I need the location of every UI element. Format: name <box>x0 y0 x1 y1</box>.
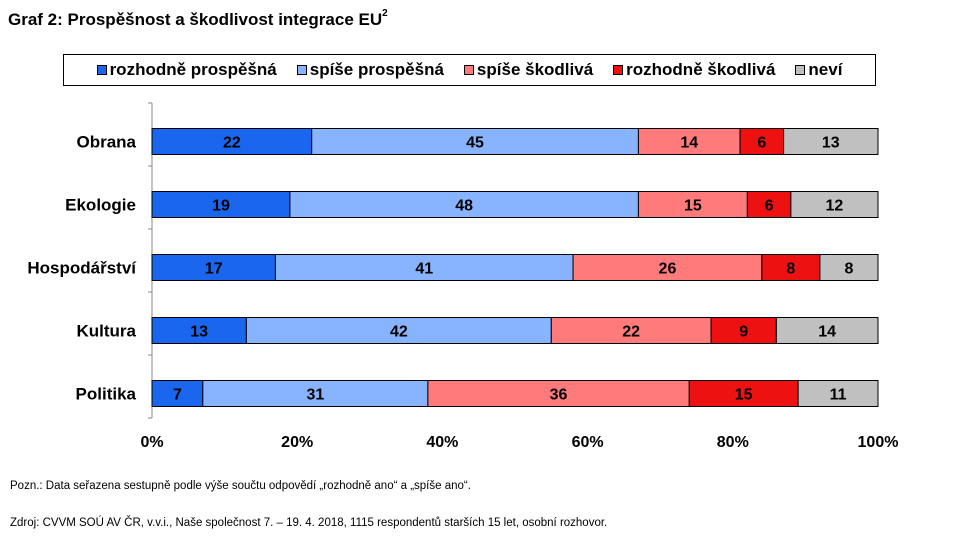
data-label: 9 <box>739 324 748 341</box>
legend-label: spíše prospěšná <box>309 60 444 79</box>
data-label: 42 <box>390 324 408 341</box>
x-tick-label: 100% <box>858 434 899 451</box>
data-label: 12 <box>826 198 844 215</box>
data-label: 36 <box>550 387 568 404</box>
bar-segment <box>783 128 879 155</box>
chart-title: Graf 2: Prospěšnost a škodlivost integra… <box>8 8 388 29</box>
data-label: 13 <box>190 324 208 341</box>
legend-swatch <box>96 65 107 75</box>
data-label: 15 <box>684 198 702 215</box>
legend-swatch <box>296 65 307 75</box>
bar-segment <box>427 380 690 407</box>
bar-segment <box>688 380 799 407</box>
bar-segment <box>710 317 777 344</box>
category-label: Politika <box>76 385 137 404</box>
bar-segment <box>151 317 247 344</box>
bar-segment <box>761 254 821 281</box>
bar-segment <box>151 128 313 155</box>
bar-segment <box>775 317 879 344</box>
data-label: 26 <box>659 261 677 278</box>
data-label: 22 <box>223 135 241 152</box>
data-label: 41 <box>415 261 433 278</box>
chart-note: Pozn.: Data seřazena sestupně podle výše… <box>10 480 471 492</box>
category-label: Kultura <box>77 322 137 341</box>
legend-swatch <box>613 65 624 75</box>
legend-label: spíše škodlivá <box>476 60 594 79</box>
data-label: 8 <box>786 261 795 278</box>
title-superscript: 2 <box>382 8 388 19</box>
data-label: 45 <box>466 135 484 152</box>
bar-segment <box>790 191 879 218</box>
data-label: 17 <box>205 261 223 278</box>
data-label: 13 <box>822 135 840 152</box>
x-tick-label: 60% <box>572 434 604 451</box>
bar-segment <box>637 128 741 155</box>
chart-source: Zdroj: CVVM SOÚ AV ČR, v.v.i., Naše spol… <box>10 517 608 529</box>
legend-item: spíše prospěšná <box>296 60 444 80</box>
data-label: 11 <box>830 387 847 404</box>
data-label: 8 <box>845 261 854 278</box>
x-tick-label: 0% <box>140 434 163 451</box>
bar-segment <box>311 128 639 155</box>
legend-label: neví <box>808 60 843 79</box>
data-label: 22 <box>622 324 640 341</box>
legend-item: spíše škodlivá <box>463 60 594 80</box>
data-label: 48 <box>455 198 473 215</box>
data-label: 31 <box>306 387 324 404</box>
legend-swatch <box>463 65 474 75</box>
data-label: 6 <box>765 198 774 215</box>
legend-label: rozhodně prospěšná <box>109 60 277 79</box>
legend-item: rozhodně prospěšná <box>96 60 277 80</box>
data-label: 14 <box>680 135 698 152</box>
bar-segment <box>151 191 291 218</box>
legend-item: rozhodně škodlivá <box>613 60 775 80</box>
data-label: 15 <box>735 387 753 404</box>
x-tick-label: 80% <box>717 434 749 451</box>
bar-segment <box>746 191 792 218</box>
bar-segment <box>151 380 204 407</box>
category-label: Ekologie <box>65 196 136 215</box>
data-label: 6 <box>757 135 766 152</box>
category-label: Obrana <box>76 133 136 152</box>
bar-segment <box>739 128 785 155</box>
x-tick-label: 40% <box>426 434 458 451</box>
bar-segment <box>151 254 276 281</box>
bar-segment <box>819 254 879 281</box>
bar-segment <box>202 380 429 407</box>
bar-segment <box>245 317 552 344</box>
legend-label: rozhodně škodlivá <box>626 60 776 79</box>
x-tick-label: 20% <box>281 434 313 451</box>
category-label: Hospodářství <box>27 259 137 278</box>
stacked-bar-chart: 0% 20% 40% 60% 80% 100% Obrana 22 45 14 6 13 Ekologi… <box>27 102 899 451</box>
legend: rozhodně prospěšná spíše prospěšná spíše š… <box>63 54 876 86</box>
data-label: 19 <box>212 198 230 215</box>
bar-segment <box>797 380 879 407</box>
legend-swatch <box>795 65 806 75</box>
data-label: 7 <box>173 387 182 404</box>
legend-item: neví <box>795 60 842 80</box>
data-label: 14 <box>818 324 836 341</box>
bar-segment <box>572 254 763 281</box>
